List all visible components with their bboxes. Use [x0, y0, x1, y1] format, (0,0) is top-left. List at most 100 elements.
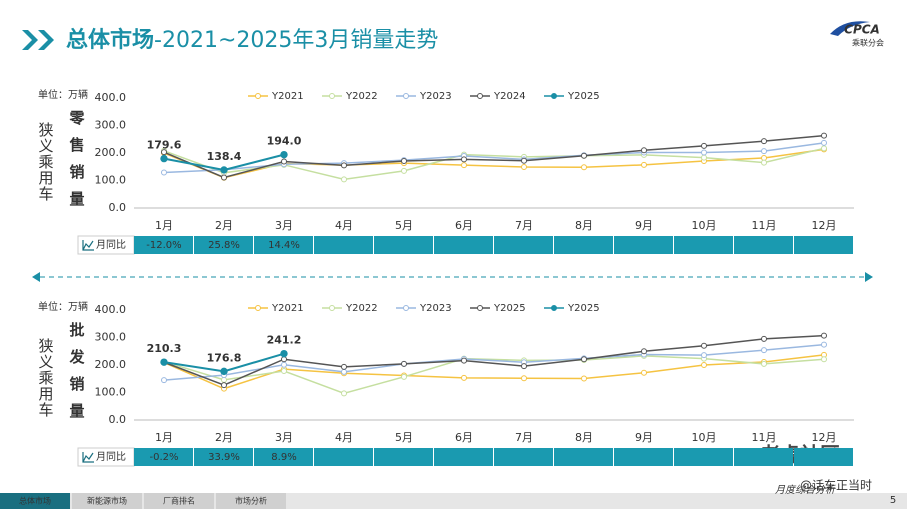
unit-label: 单位：万辆 [38, 88, 88, 101]
y-tick-label: 100.0 [95, 386, 127, 399]
side-label: 零售销量 [68, 110, 86, 218]
legend-marker [477, 305, 483, 311]
point [821, 332, 827, 339]
y-tick-label: 0.0 [109, 413, 127, 426]
mom-value: 14.4% [268, 240, 300, 251]
footer-tab [216, 493, 286, 509]
x-tick-label: 1月 [155, 431, 173, 444]
point [280, 150, 288, 159]
x-tick-label: 4月 [335, 219, 353, 232]
x-tick-label: 11月 [752, 431, 777, 444]
point [341, 368, 347, 375]
x-tick-label: 8月 [575, 431, 593, 444]
point [281, 368, 287, 375]
point [821, 139, 827, 146]
logo-sub: 乘联分会 [852, 38, 884, 48]
legend-label: Y2024 [493, 91, 526, 102]
x-tick-label: 12月 [812, 219, 837, 232]
mom-value: -0.2% [149, 452, 178, 463]
point [701, 352, 707, 359]
point [521, 157, 527, 164]
legend-label: Y2022 [345, 91, 378, 102]
legend-label: Y2021 [271, 91, 304, 102]
point [221, 174, 227, 181]
point [641, 147, 647, 154]
x-tick-label: 9月 [635, 219, 653, 232]
x-tick-label: 9月 [635, 431, 653, 444]
x-tick-label: 8月 [575, 219, 593, 232]
point [280, 349, 288, 358]
legend-marker [329, 305, 335, 311]
footer-note: 月度综合分析 [775, 484, 836, 496]
legend-marker [329, 93, 335, 99]
mom-cell [674, 236, 733, 254]
mom-cell [434, 448, 493, 466]
point [281, 158, 287, 165]
point [701, 342, 707, 349]
point [701, 362, 707, 368]
point [401, 167, 407, 174]
legend-marker [403, 305, 409, 311]
mom-cell [374, 448, 433, 466]
x-tick-label: 7月 [515, 219, 533, 232]
watermark: @话车正当时 [800, 478, 872, 493]
logo-swoosh [830, 21, 870, 36]
legend-marker [255, 305, 261, 311]
legend-marker [551, 93, 557, 99]
page-number: 5 [890, 495, 896, 506]
point [821, 356, 827, 363]
point [161, 377, 167, 384]
y-tick-label: 400.0 [95, 91, 127, 104]
x-tick-label: 6月 [455, 219, 473, 232]
footer-tab [0, 493, 70, 509]
x-tick-label: 12月 [812, 431, 837, 444]
mom-value: -12.0% [146, 240, 181, 251]
point [341, 176, 347, 183]
point [160, 154, 168, 163]
y-tick-label: 400.0 [95, 303, 127, 316]
mom-value: 8.9% [271, 452, 296, 463]
point [821, 145, 827, 152]
mom-cell [314, 236, 373, 254]
mom-icon [82, 240, 94, 251]
mom-cell [434, 236, 493, 254]
point [521, 164, 527, 171]
mom-cell [194, 448, 253, 466]
legend-label: Y2025 [493, 303, 526, 314]
mom-cell [494, 236, 553, 254]
point [401, 360, 407, 367]
mom-cell [194, 236, 253, 254]
mom-cell [734, 236, 793, 254]
mom-cell [494, 448, 553, 466]
footer-tab-label: 市场分析 [235, 496, 267, 506]
x-tick-label: 6月 [455, 431, 473, 444]
mom-cell [614, 448, 673, 466]
x-tick-label: 3月 [275, 431, 293, 444]
side-category: 狭义乘用车 [37, 122, 55, 202]
point [581, 375, 587, 382]
data-label: 138.4 [207, 150, 242, 163]
title-rest: -2021~2025年3月销量走势 [154, 28, 438, 53]
point [341, 162, 347, 169]
mom-cell [554, 448, 613, 466]
point [461, 374, 467, 381]
slide-title: 总体市场-2021~2025年3月销量走势 [66, 27, 438, 53]
mom-cell [374, 236, 433, 254]
legend-label: Y2025 [567, 303, 600, 314]
x-tick-label: 7月 [515, 431, 533, 444]
mom-icon [82, 452, 94, 463]
mom-cell [134, 236, 193, 254]
y-tick-label: 200.0 [95, 146, 127, 159]
footer-tab [144, 493, 214, 509]
mom-cell [614, 236, 673, 254]
point [161, 149, 167, 156]
mom-label: 月同比 [96, 451, 126, 463]
point [521, 375, 527, 382]
mom-value: 25.8% [208, 240, 240, 251]
y-tick-label: 300.0 [95, 119, 127, 132]
point [701, 154, 707, 161]
data-label: 179.6 [147, 139, 182, 152]
y-tick-label: 0.0 [109, 201, 127, 214]
